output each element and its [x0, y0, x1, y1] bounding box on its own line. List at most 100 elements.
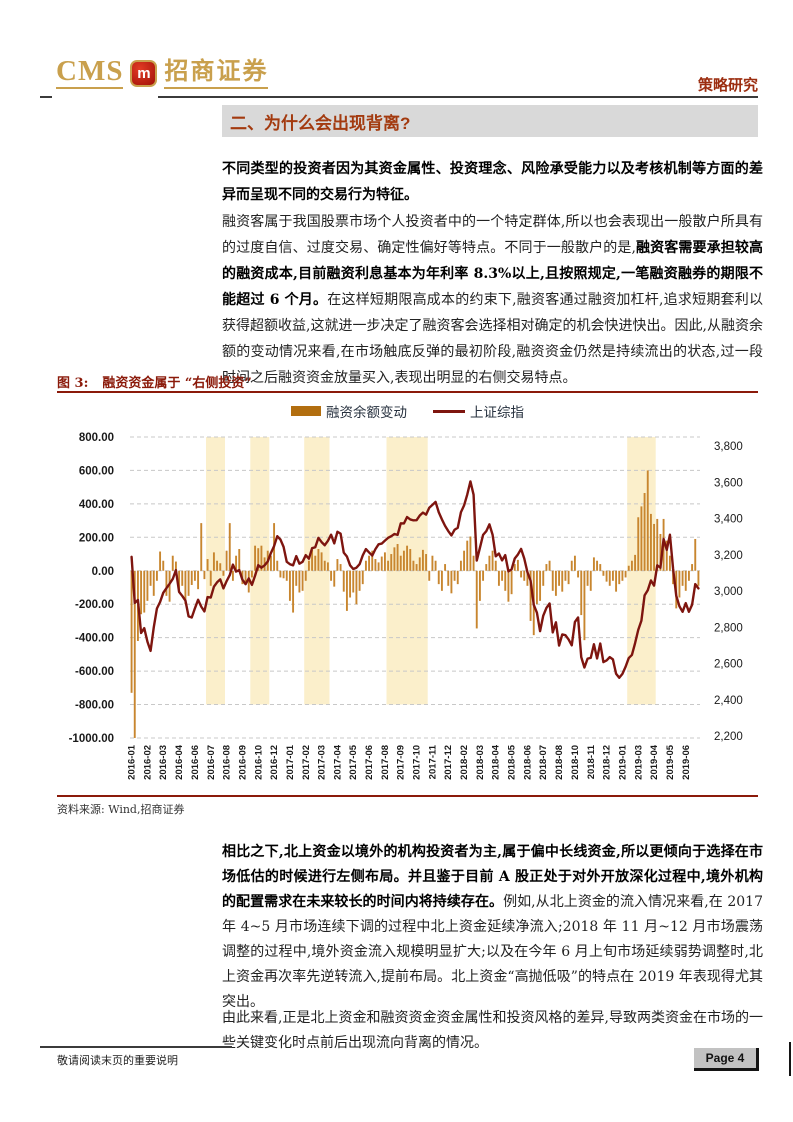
- x-tick-label: 2018-12: [602, 745, 613, 780]
- bar: [615, 570, 618, 592]
- left-tick-label: -400.00: [75, 633, 114, 645]
- bar: [428, 570, 431, 581]
- left-axis-ticks: 800.00 600.00 400.00 200.00 0.00 -200.00 -400.…: [69, 432, 114, 745]
- chart-legend: 融资余额变动 上证综指: [57, 401, 758, 421]
- text-segment: 融资客需要承担较高的融资成本,目前融资利息基本为年利率 8.3%以上,且按照规定…: [222, 240, 763, 308]
- right-tick-label: 2,200: [714, 731, 743, 743]
- x-tick-label: 2018-07: [538, 745, 549, 780]
- footer-disclaimer: 敬请阅读末页的重要说明: [57, 1054, 178, 1067]
- bar: [171, 555, 174, 571]
- bar: [596, 560, 599, 571]
- page-edge-mark: [789, 1042, 791, 1076]
- text-segment: 例如,从北上资金的流入情况来看,在 2017 年 4~5 月市场连续下调的过程中…: [222, 894, 763, 1010]
- bar: [548, 560, 551, 571]
- x-tick-label: 2017-03: [317, 745, 328, 780]
- header-tick-divider: [40, 96, 52, 98]
- x-tick-label: 2018-06: [522, 745, 533, 780]
- x-tick-label: 2018-02: [459, 745, 470, 780]
- right-axis-ticks: 3,800 3,600 3,400 3,200 3,000 2,800 2,600 2,400…: [714, 441, 743, 743]
- bar: [279, 570, 282, 578]
- bar: [491, 550, 494, 571]
- bar: [250, 570, 253, 578]
- bar: [697, 570, 700, 586]
- bar: [155, 570, 158, 581]
- bar: [222, 570, 225, 576]
- bar: [355, 570, 358, 605]
- bar: [513, 564, 516, 571]
- cms-logo-text: CMS: [56, 55, 124, 89]
- bar: [393, 547, 396, 571]
- bar: [485, 564, 488, 571]
- x-tick-label: 2017-04: [332, 744, 343, 780]
- figure-caption-rule: [57, 391, 758, 393]
- bar: [482, 570, 485, 581]
- bar: [510, 570, 513, 595]
- bar: [444, 564, 447, 571]
- bar: [200, 523, 203, 571]
- bar: [143, 570, 146, 613]
- figure-source: 资料来源: Wind,招商证券: [57, 803, 185, 816]
- x-tick-label: 2019-05: [665, 744, 676, 780]
- bar: [260, 545, 263, 571]
- bars-series: [130, 470, 700, 738]
- bar: [140, 570, 143, 615]
- x-tick-label: 2017-11: [427, 744, 438, 779]
- bar: [634, 554, 637, 571]
- text-segment: 不同类型的投资者因为其资金属性、投资理念、风险承受能力以及考核机制等方面的差异而…: [222, 161, 763, 203]
- bar: [665, 540, 668, 571]
- bar: [437, 570, 440, 585]
- bar: [475, 570, 478, 629]
- bar: [466, 540, 469, 571]
- bar: [295, 570, 298, 586]
- bar: [298, 570, 301, 593]
- bar: [516, 559, 519, 571]
- bar: [554, 570, 557, 596]
- bar: [206, 559, 209, 571]
- legend-label-line: 上证综指: [470, 405, 524, 421]
- x-tick-label: 2018-08: [554, 745, 565, 780]
- bar: [478, 570, 481, 601]
- figure-number: 图 3:: [57, 376, 89, 391]
- bar: [684, 570, 687, 591]
- page-number-badge: Page 4: [694, 1048, 759, 1071]
- bar: [687, 570, 690, 581]
- bar: [159, 551, 162, 571]
- bar: [624, 570, 627, 578]
- bar: [640, 506, 643, 571]
- paragraph-northbound: 相比之下,北上资金以境外的机构投资者为主,属于偏中长线资金,所以更倾向于选择在市…: [222, 840, 763, 1015]
- bar: [231, 570, 234, 581]
- left-tick-label: 800.00: [79, 432, 114, 444]
- bar: [529, 570, 532, 621]
- chart-canvas: 800.00 600.00 400.00 200.00 0.00 -200.00 -400.…: [50, 428, 763, 800]
- bar: [447, 570, 450, 586]
- right-tick-label: 3,000: [714, 586, 743, 598]
- bar: [333, 570, 336, 587]
- bar: [203, 570, 206, 580]
- bar: [497, 570, 500, 586]
- x-tick-label: 2016-09: [237, 745, 248, 780]
- x-tick-label: 2019-06: [681, 745, 692, 780]
- bar: [228, 523, 231, 571]
- bar: [646, 470, 649, 571]
- x-tick-label: 2016-12: [269, 745, 280, 780]
- bar: [235, 555, 238, 571]
- x-tick-label: 2017-10: [412, 745, 423, 780]
- bar: [526, 570, 529, 586]
- bar: [586, 570, 589, 586]
- bar: [320, 552, 323, 571]
- bar: [558, 570, 561, 586]
- paragraph-intro: 不同类型的投资者因为其资金属性、投资理念、风险承受能力以及考核机制等方面的差异而…: [222, 156, 763, 208]
- bar: [282, 570, 285, 579]
- legend-item-sse-index: 上证综指: [433, 401, 524, 421]
- x-tick-label: 2016-06: [190, 745, 201, 780]
- bar: [285, 570, 288, 581]
- bar: [551, 570, 554, 591]
- bar: [421, 549, 424, 571]
- bar: [380, 556, 383, 571]
- bar: [469, 536, 472, 571]
- bar: [396, 544, 399, 571]
- bar: [133, 570, 136, 738]
- bar: [254, 545, 257, 571]
- bar: [412, 560, 415, 571]
- x-tick-label: 2018-04: [491, 744, 502, 780]
